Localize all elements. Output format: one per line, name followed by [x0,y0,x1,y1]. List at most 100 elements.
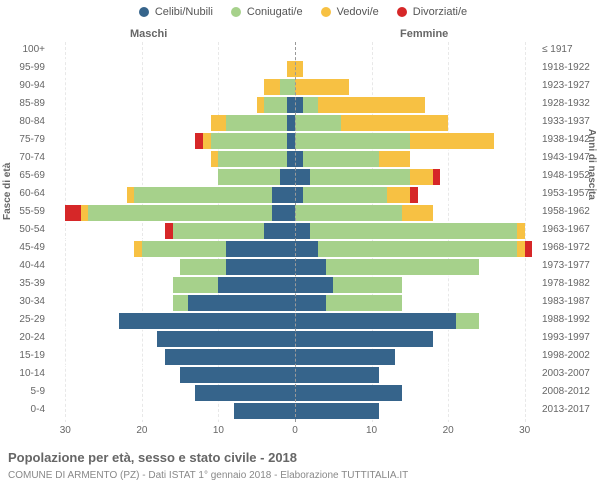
bar-segment-female-cel [295,187,303,203]
birth-year-label: 2013-2017 [542,404,598,415]
age-label: 40-44 [0,260,45,271]
bar-segment-male-cel [157,331,295,347]
birth-year-label: 1983-1987 [542,296,598,307]
age-label: 5-9 [0,386,45,397]
birth-year-label: 1933-1937 [542,116,598,127]
bar-segment-male-cel [287,97,295,113]
bar-segment-male-cel [180,367,295,383]
bar-segment-female-con [456,313,479,329]
age-label: 60-64 [0,188,45,199]
bar-segment-female-con [326,259,479,275]
legend-swatch [139,7,149,17]
bar-segment-female-cel [295,241,318,257]
bar-segment-female-cel [295,295,326,311]
birth-year-label: 1993-1997 [542,332,598,343]
xtick-label: 0 [292,425,298,436]
birth-year-label: 2003-2007 [542,368,598,379]
bar-segment-male-ved [257,97,265,113]
bar-segment-male-con [211,133,288,149]
age-label: 90-94 [0,80,45,91]
bar-segment-male-con [180,259,226,275]
population-pyramid-chart: Celibi/NubiliConiugati/eVedovi/eDivorzia… [0,0,600,500]
bar-segment-female-ved [517,223,525,239]
bar-segment-male-cel [272,205,295,221]
age-label: 10-14 [0,368,45,379]
bar-segment-male-cel [188,295,295,311]
birth-year-label: 1938-1942 [542,134,598,145]
birth-year-label: 1968-1972 [542,242,598,253]
xtick-label: 20 [136,425,147,436]
bar-segment-female-cel [295,277,333,293]
bar-segment-male-cel [280,169,295,185]
bar-segment-male-con [173,223,265,239]
bar-segment-female-cel [295,151,303,167]
bar-segment-male-con [88,205,272,221]
age-label: 95-99 [0,62,45,73]
bar-segment-male-cel [195,385,295,401]
bar-segment-male-con [134,187,272,203]
bar-segment-male-cel [119,313,295,329]
age-label: 20-24 [0,332,45,343]
birth-year-label: 2008-2012 [542,386,598,397]
bar-segment-male-cel [287,133,295,149]
bar-segment-male-cel [272,187,295,203]
legend-item: Celibi/Nubili [133,6,213,18]
birth-year-label: 1943-1947 [542,152,598,163]
bar-segment-female-ved [517,241,525,257]
bar-segment-male-cel [287,115,295,131]
xtick-label: 10 [366,425,377,436]
chart-subtitle: COMUNE DI ARMENTO (PZ) - Dati ISTAT 1° g… [8,470,408,481]
bar-segment-female-con [295,133,410,149]
bar-segment-male-cel [287,151,295,167]
bar-segment-female-con [303,97,318,113]
age-label: 55-59 [0,206,45,217]
bar-segment-male-cel [165,349,295,365]
age-label: 80-84 [0,116,45,127]
bar-segment-male-div [65,205,80,221]
bar-segment-female-cel [295,223,310,239]
age-label: 50-54 [0,224,45,235]
bar-segment-female-cel [295,367,379,383]
birth-year-label: 1928-1932 [542,98,598,109]
bar-segment-female-ved [410,169,433,185]
legend: Celibi/NubiliConiugati/eVedovi/eDivorzia… [0,6,600,18]
x-axis: 3020100102030 [50,422,540,442]
bar-segment-male-cel [264,223,295,239]
bar-segment-male-con [218,151,287,167]
legend-item: Vedovi/e [315,6,379,18]
age-label: 25-29 [0,314,45,325]
bar-segment-female-div [525,241,533,257]
center-line [295,42,296,422]
bar-segment-male-cel [226,259,295,275]
bar-segment-female-con [295,115,341,131]
bar-segment-male-ved [264,79,279,95]
age-label: 30-34 [0,296,45,307]
bar-segment-male-cel [226,241,295,257]
bar-segment-male-con [218,169,279,185]
birth-year-label: ≤ 1917 [542,44,598,55]
age-label: 0-4 [0,404,45,415]
age-label: 75-79 [0,134,45,145]
bar-segment-male-con [226,115,287,131]
bar-segment-female-cel [295,259,326,275]
xtick-label: 30 [519,425,530,436]
bar-segment-female-con [295,205,402,221]
birth-year-label: 1918-1922 [542,62,598,73]
bar-segment-male-ved [211,151,219,167]
age-label: 100+ [0,44,45,55]
bar-segment-male-ved [287,61,295,77]
bar-segment-female-ved [379,151,410,167]
bar-segment-male-ved [134,241,142,257]
bar-segment-female-cel [295,385,402,401]
bar-segment-female-cel [295,169,310,185]
bar-segment-female-con [303,151,380,167]
birth-year-label: 1963-1967 [542,224,598,235]
legend-swatch [231,7,241,17]
bar-segment-female-ved [341,115,448,131]
label-females: Femmine [400,28,448,40]
bar-segment-female-ved [402,205,433,221]
bar-segment-male-con [173,277,219,293]
bar-segment-female-con [310,169,410,185]
bar-segment-male-div [195,133,203,149]
bar-segment-female-con [318,241,517,257]
